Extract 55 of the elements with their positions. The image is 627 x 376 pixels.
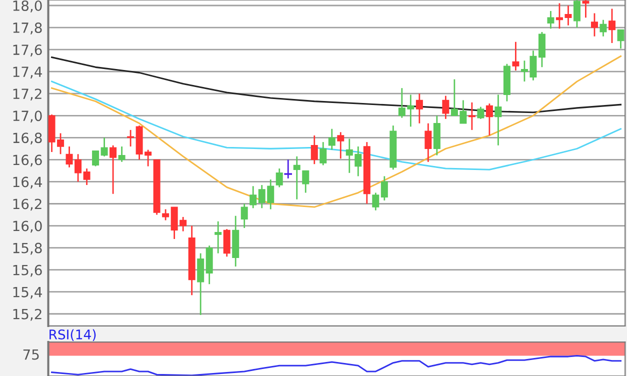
candlestick [240, 203, 248, 229]
candlestick [223, 228, 230, 258]
candlestick [118, 146, 126, 163]
text: 75 [23, 349, 39, 360]
candlestick [547, 10, 554, 30]
candlestick [424, 122, 432, 163]
candlestick [494, 94, 502, 146]
y-tick-label: 15,2 [13, 308, 42, 321]
candlestick [512, 41, 520, 72]
candlestick [284, 158, 292, 180]
y-tick-label: 16,2 [13, 198, 42, 211]
candlestick [83, 168, 90, 186]
candlestick [608, 8, 616, 44]
candlestick [328, 128, 336, 150]
candlestick [310, 134, 318, 165]
y-tick-label: 18,0 [13, 0, 42, 12]
chart-title: RSI(14) [50, 329, 96, 342]
candlestick [100, 136, 108, 158]
y-tick-label: 16,6 [13, 154, 42, 167]
y-tick-label: 17,8 [13, 22, 42, 34]
candlestick [127, 129, 134, 148]
candlestick [372, 192, 380, 212]
candlestick [538, 31, 546, 68]
candlestick [302, 170, 310, 194]
y-tick-label: 17,6 [13, 44, 42, 56]
y-tick-label: 16,0 [13, 220, 42, 233]
y-tick-label: 15,4 [13, 287, 42, 299]
line-series [51, 80, 622, 170]
candlestick [293, 156, 300, 200]
y-tick-label: 16,8 [13, 132, 42, 145]
line-series [51, 55, 622, 208]
y-tick-label: 17,0 [13, 110, 42, 123]
candlestick [214, 220, 222, 254]
candlestick [276, 168, 283, 188]
candlestick [110, 144, 117, 195]
candlestick [416, 92, 423, 124]
y-tick-label: 15,8 [13, 242, 42, 255]
y-tick-label: 15,6 [13, 264, 42, 277]
y-tick-label: 16,4 [13, 176, 42, 189]
candlestick [477, 106, 484, 120]
candlestick [573, 0, 580, 28]
candlestick [197, 252, 204, 316]
candlestick [92, 150, 100, 167]
candlestick [320, 141, 327, 166]
candlestick [617, 29, 624, 50]
candlestick [337, 131, 344, 160]
candlestick [250, 185, 257, 209]
candlestick [380, 176, 388, 202]
candlestick [600, 19, 607, 38]
candlestick [486, 102, 493, 136]
candlestick [590, 12, 598, 38]
candlestick [162, 208, 170, 221]
y-tick-label: 17,2 [13, 88, 42, 101]
y-tick-label: 17,4 [13, 66, 42, 78]
candlestick [442, 95, 450, 120]
